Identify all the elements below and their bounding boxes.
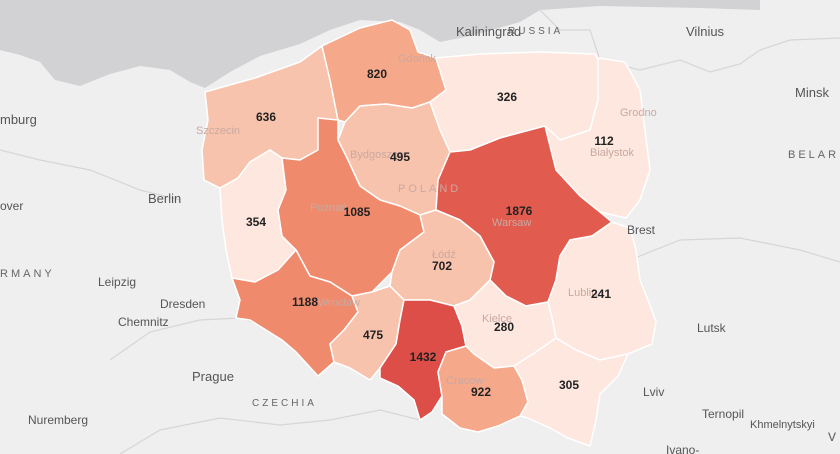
city-lutsk: Lutsk [697,321,727,335]
voivodeships [201,19,657,447]
border-lithuania-belarus [599,37,840,73]
country-czechia: CZECHIA [252,398,317,409]
label-gdansk: Gdańsk [398,53,436,65]
baltic-coast-islands [60,10,160,40]
city-lviv: Lviv [643,385,664,399]
city-berlin: Berlin [148,191,181,206]
value-lubuskie: 354 [246,215,266,229]
label-grodno: Grodno [620,107,657,119]
city-prague: Prague [192,369,234,384]
region-underlay-labels: Gdańsk Szczecin Bydgoszcz Grodno Białyst… [196,53,657,387]
value-dolnoslaskie: 1188 [292,295,318,309]
label-bydgoszcz: Bydgoszcz [350,149,403,161]
value-pomorskie: 820 [367,67,387,81]
label-wroclaw: Wrocław [318,297,360,309]
city-minsk: Minsk [795,85,829,100]
value-lubelskie: 241 [591,287,611,301]
border-belarus-ukraine [629,237,840,263]
city-kaliningrad: Kaliningrad [456,24,521,39]
value-podlaskie: 112 [594,134,614,148]
region-podkarpackie[interactable] [513,337,629,447]
value-swietokrzyskie: 280 [494,320,514,334]
baltic-sea [0,0,760,88]
value-opolskie: 475 [363,328,383,342]
value-warminsko-mazurskie: 326 [497,90,517,104]
label-lodz: Łódź [432,249,456,261]
city-khmelnytskyi: Khmelnytskyi [750,419,815,431]
city-v: V [828,430,836,444]
label-kielce: Kielce [482,313,512,325]
country-belarus: BELAR [788,149,839,161]
city-ivano: Ivano- [666,443,699,454]
border-kaliningrad [539,9,601,61]
basemap-labels: Kaliningrad RUSSIA Vilnius Minsk BELAR m… [0,24,839,454]
value-mazowieckie: 1876 [506,204,533,218]
value-kujawsko-pomorskie: 495 [390,150,410,164]
region-opolskie[interactable] [329,285,405,381]
value-wielkopolskie: 1085 [344,205,371,219]
value-lodzkie: 702 [432,259,452,273]
city-hamburg: mburg [0,112,37,127]
value-slaskie: 1432 [410,350,437,364]
label-poland: POLAND [398,183,461,195]
city-chemnitz: Chemnitz [118,315,169,329]
value-zachodniopomorskie: 636 [256,110,276,124]
city-dresden: Dresden [160,297,205,311]
label-poznan: Poznań [310,202,347,214]
city-nuremberg: Nuremberg [28,413,88,427]
label-bialystok: Białystok [590,147,635,159]
country-russia: RUSSIA [508,26,563,37]
value-podkarpackie: 305 [559,378,579,392]
label-warsaw: Warsaw [492,217,531,229]
value-malopolskie: 922 [471,385,491,399]
country-germany: RMANY [0,268,55,280]
city-ternopil: Ternopil [702,407,744,421]
label-krakow: Cracow [446,375,483,387]
label-lublin: Lublin [568,287,597,299]
label-szczecin: Szczecin [196,125,240,137]
city-hanover: over [0,199,23,213]
city-leipzig: Leipzig [98,275,136,289]
city-vilnius: Vilnius [686,24,725,39]
city-brest: Brest [627,223,656,237]
border-czechia-south [119,409,421,454]
border-west [0,149,181,201]
region-values: 820 636 326 112 495 354 1085 1876 702 24… [246,67,614,399]
